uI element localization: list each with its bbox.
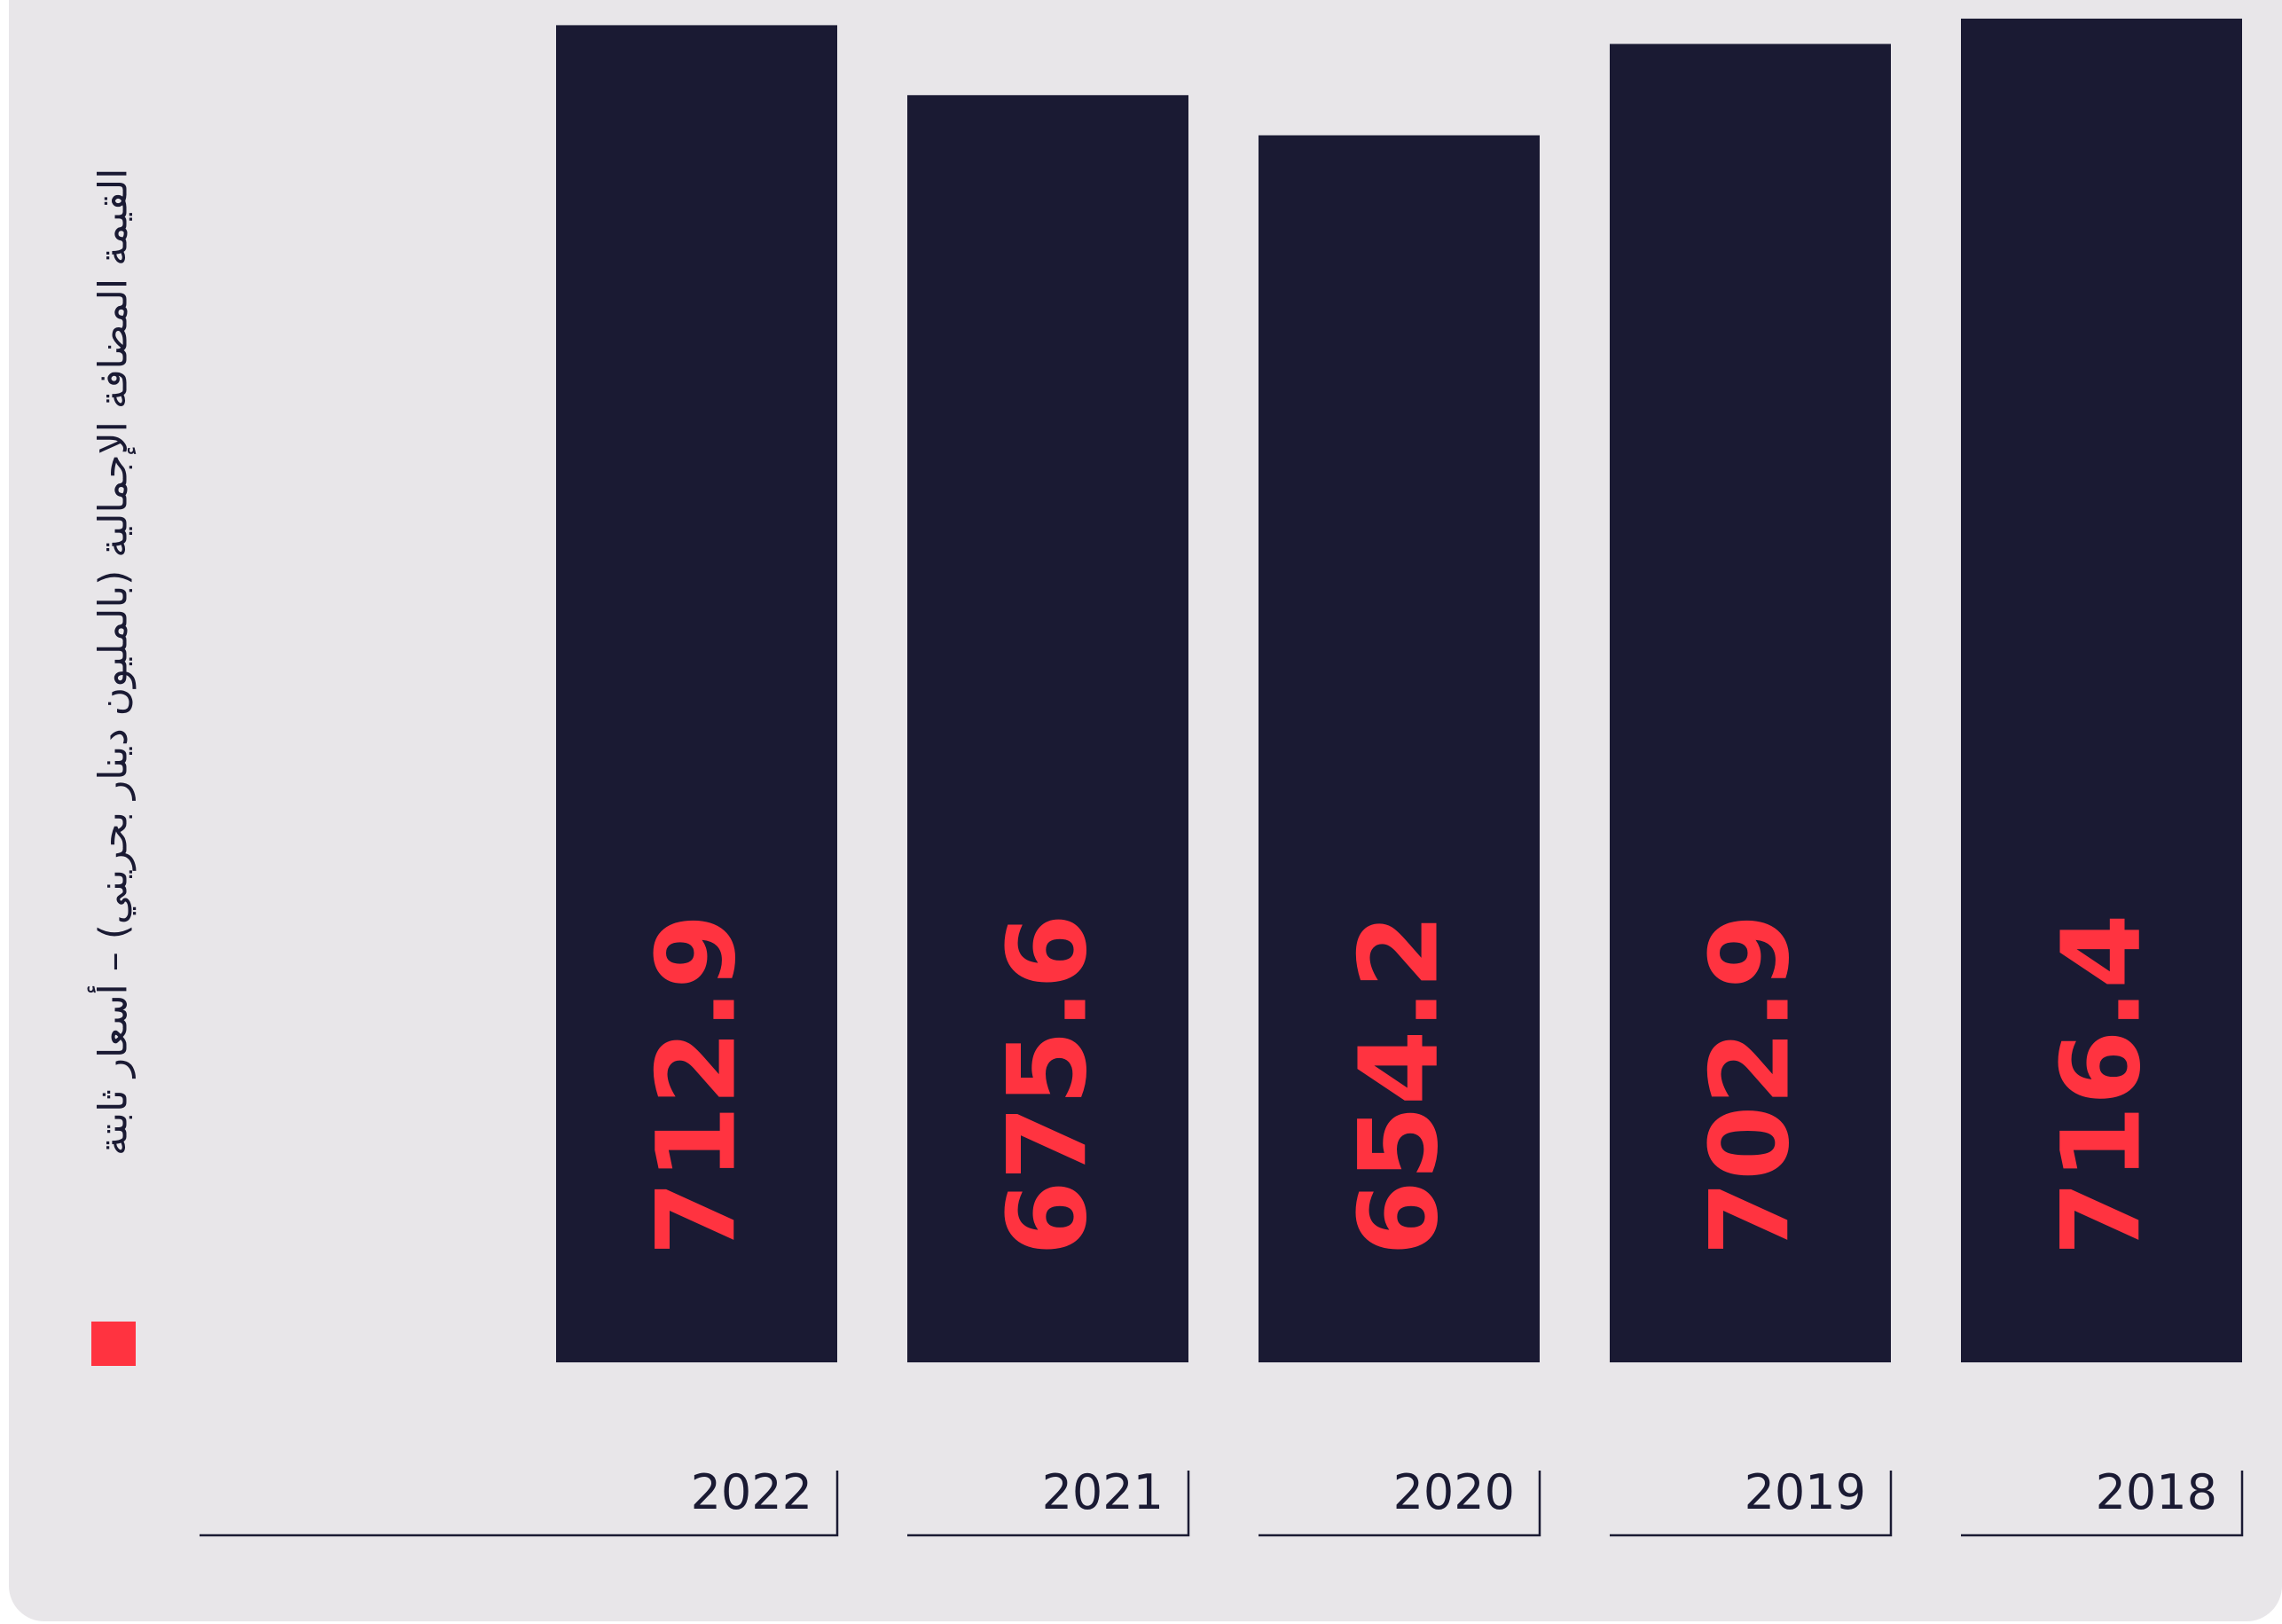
bar-2019 xyxy=(1610,43,1891,1363)
value-label-2018: 716.4 xyxy=(2039,914,2165,1256)
legend-label: القيمة المضافة الإجمالية (بالمليون دينار… xyxy=(90,169,137,1157)
tick-bracket-2021 xyxy=(907,1471,1190,1537)
tick-label-2019: 2019 xyxy=(1745,1464,1866,1520)
value-label-2021: 675.6 xyxy=(985,914,1111,1256)
value-label-2020: 654.2 xyxy=(1337,914,1463,1256)
legend-swatch xyxy=(91,1322,136,1366)
value-label-2022: 712.9 xyxy=(634,914,760,1256)
tick-label-2022: 2022 xyxy=(691,1464,812,1520)
tick-bracket-2019 xyxy=(1610,1471,1893,1537)
tick-bracket-2018 xyxy=(1961,1471,2244,1537)
value-label-2019: 702.9 xyxy=(1688,914,1814,1256)
bar-2022 xyxy=(556,25,837,1362)
tick-label-2021: 2021 xyxy=(1042,1464,1164,1520)
tick-bracket-2020 xyxy=(1259,1471,1541,1537)
bar-2018 xyxy=(1961,19,2242,1362)
bar-2021 xyxy=(907,95,1188,1363)
tick-label-2020: 2020 xyxy=(1393,1464,1515,1520)
bar-2020 xyxy=(1259,135,1540,1362)
tick-label-2018: 2018 xyxy=(2096,1464,2217,1520)
tick-bracket-2022 xyxy=(200,1471,839,1537)
legend: القيمة المضافة الإجمالية (بالمليون دينار… xyxy=(84,169,146,1366)
